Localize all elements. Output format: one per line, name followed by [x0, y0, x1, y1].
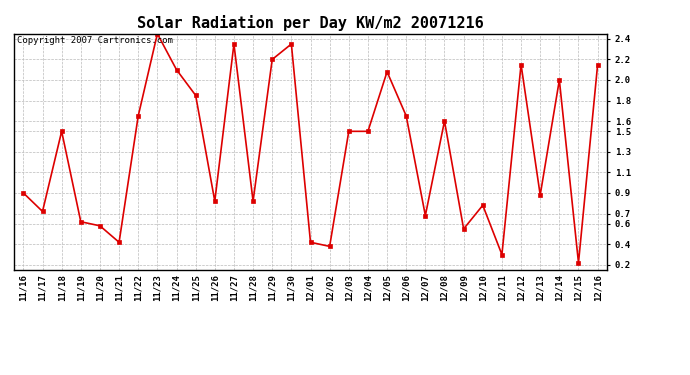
Text: Copyright 2007 Cartronics.com: Copyright 2007 Cartronics.com — [17, 36, 172, 45]
Title: Solar Radiation per Day KW/m2 20071216: Solar Radiation per Day KW/m2 20071216 — [137, 15, 484, 31]
